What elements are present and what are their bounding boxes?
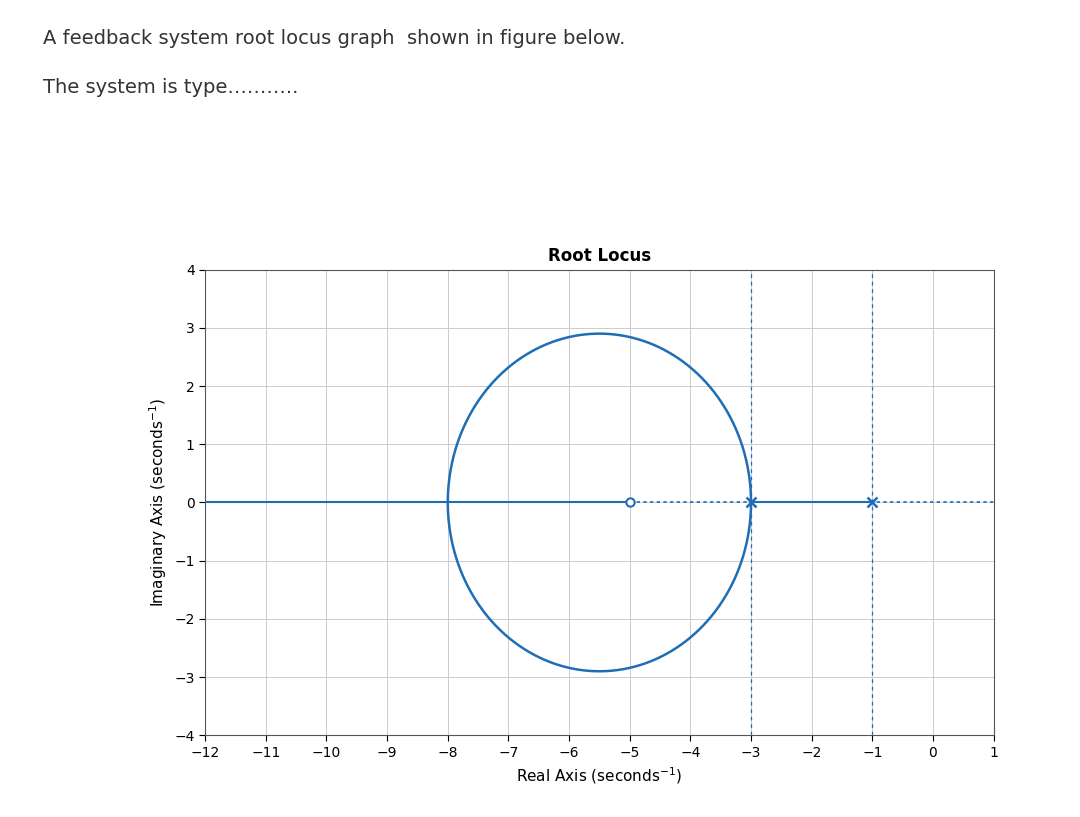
Text: The system is type………..: The system is type……….. — [43, 78, 298, 96]
X-axis label: Real Axis (seconds$^{-1}$): Real Axis (seconds$^{-1}$) — [516, 766, 683, 786]
Text: A feedback system root locus graph  shown in figure below.: A feedback system root locus graph shown… — [43, 29, 625, 47]
Title: Root Locus: Root Locus — [548, 248, 651, 266]
Y-axis label: Imaginary Axis (seconds$^{-1}$): Imaginary Axis (seconds$^{-1}$) — [147, 398, 168, 607]
